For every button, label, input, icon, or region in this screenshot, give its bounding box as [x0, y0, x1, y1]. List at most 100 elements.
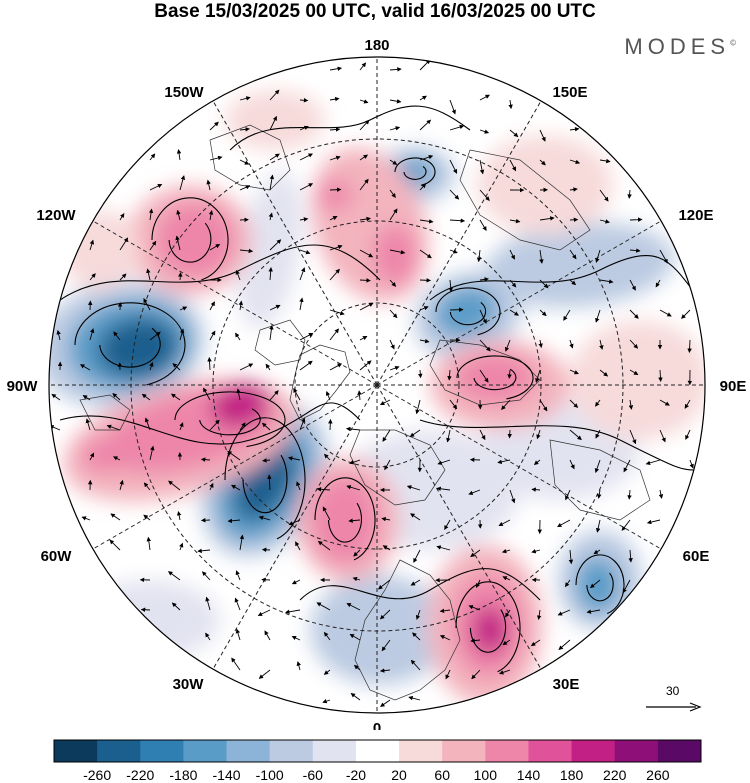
chart-title: Base 15/03/2025 00 UTC, valid 16/03/2025… — [154, 1, 596, 22]
wind-arrow — [531, 487, 541, 492]
colorbar-swatch — [442, 740, 486, 762]
wind-arrow — [564, 579, 571, 588]
wind-arrow — [627, 489, 632, 500]
copyright-mark: © — [730, 38, 736, 48]
colorbar-swatch — [485, 740, 529, 762]
wind-arrow — [349, 459, 361, 465]
wind-arrow — [558, 639, 571, 650]
wind-arrow — [359, 119, 370, 131]
wind-arrow — [89, 328, 95, 341]
wind-arrow — [509, 489, 516, 504]
wind-arrow — [119, 213, 125, 221]
wind-arrow — [629, 309, 639, 319]
wind-arrow — [557, 519, 571, 527]
wind-arrow — [479, 277, 489, 282]
wind-arrows — [49, 59, 694, 707]
wind-arrow — [436, 545, 451, 551]
colorbar-swatch — [140, 740, 184, 762]
streamline — [199, 408, 261, 436]
wind-arrow — [350, 693, 361, 701]
wind-arrow — [389, 309, 398, 319]
anomaly-region — [576, 557, 620, 613]
colorbar-swatch — [183, 740, 227, 762]
wind-arrow — [265, 363, 271, 371]
wind-arrow — [593, 549, 601, 555]
wind-arrow — [681, 309, 691, 319]
wind-arrow — [176, 510, 182, 521]
wind-arrow — [236, 388, 241, 401]
wind-arrow — [479, 339, 491, 352]
colorbar-tick-label: -20 — [346, 767, 366, 783]
wind-arrow — [418, 369, 423, 379]
label-180: 180 — [364, 37, 389, 54]
streamline — [174, 391, 286, 448]
wind-arrow — [685, 429, 691, 440]
colorbar-tick-label: 100 — [474, 767, 498, 783]
wind-arrow — [419, 249, 432, 259]
wind-arrow — [113, 331, 121, 341]
wind-arrow — [415, 399, 421, 415]
wind-arrow — [382, 545, 391, 551]
wind-arrow — [505, 609, 511, 618]
wind-arrow — [299, 183, 314, 191]
wind-arrow — [586, 609, 601, 614]
label-90w: 90W — [7, 378, 39, 395]
wind-arrow — [382, 429, 391, 442]
wind-arrow — [539, 249, 544, 264]
wind-arrow — [509, 279, 517, 288]
wind-arrow — [201, 571, 211, 581]
wind-arrow — [359, 216, 371, 222]
wind-arrow — [299, 249, 311, 255]
wind-arrow — [628, 549, 633, 563]
wind-arrow — [239, 185, 251, 191]
anomaly-region — [570, 320, 705, 440]
colorbar-swatch — [54, 740, 98, 762]
streamline — [229, 105, 471, 151]
wind-arrow — [329, 363, 343, 371]
wind-arrow — [590, 579, 601, 589]
wind-arrow — [684, 399, 691, 409]
coastline — [429, 339, 541, 406]
wind-arrow — [119, 273, 127, 281]
wind-arrow — [629, 429, 637, 445]
wind-arrow — [437, 459, 451, 465]
wind-arrow — [628, 399, 634, 410]
wind-arrow — [269, 304, 281, 311]
wind-arrow — [449, 99, 456, 115]
streamline — [455, 581, 521, 673]
wind-arrow — [599, 219, 610, 224]
wind-arrow — [410, 659, 421, 671]
wind-arrow — [109, 539, 121, 551]
wind-arrow — [595, 309, 601, 323]
wind-arrow — [205, 632, 211, 641]
streamline — [403, 165, 427, 180]
wind-arrow — [419, 278, 432, 283]
wind-arrow — [316, 602, 331, 611]
wind-arrow — [209, 482, 214, 491]
wind-arrow — [291, 635, 301, 641]
anomaly-region — [455, 353, 535, 403]
wind-arrow — [389, 126, 401, 131]
wind-arrow — [563, 309, 571, 321]
wind-arrow — [231, 657, 241, 671]
wind-arrow — [569, 339, 574, 349]
wind-arrow — [209, 121, 219, 131]
wind-arrow — [419, 119, 432, 131]
map-disk — [49, 57, 705, 713]
wind-arrow — [594, 459, 601, 474]
wind-arrow — [149, 445, 155, 461]
wind-arrow — [479, 159, 485, 175]
wind-arrow — [595, 399, 601, 407]
wind-arrow — [599, 279, 614, 284]
wind-arrow — [179, 328, 185, 341]
wind-arrow — [299, 217, 309, 222]
streamline — [242, 454, 288, 514]
wind-arrow — [498, 669, 511, 675]
streamline — [224, 417, 306, 540]
wind-arrow — [449, 218, 466, 223]
wind-arrow — [323, 453, 331, 461]
wind-arrow — [445, 669, 451, 680]
wind-arrow — [112, 392, 121, 401]
wind-arrow — [299, 153, 313, 161]
brand-text: MODES — [624, 34, 731, 59]
